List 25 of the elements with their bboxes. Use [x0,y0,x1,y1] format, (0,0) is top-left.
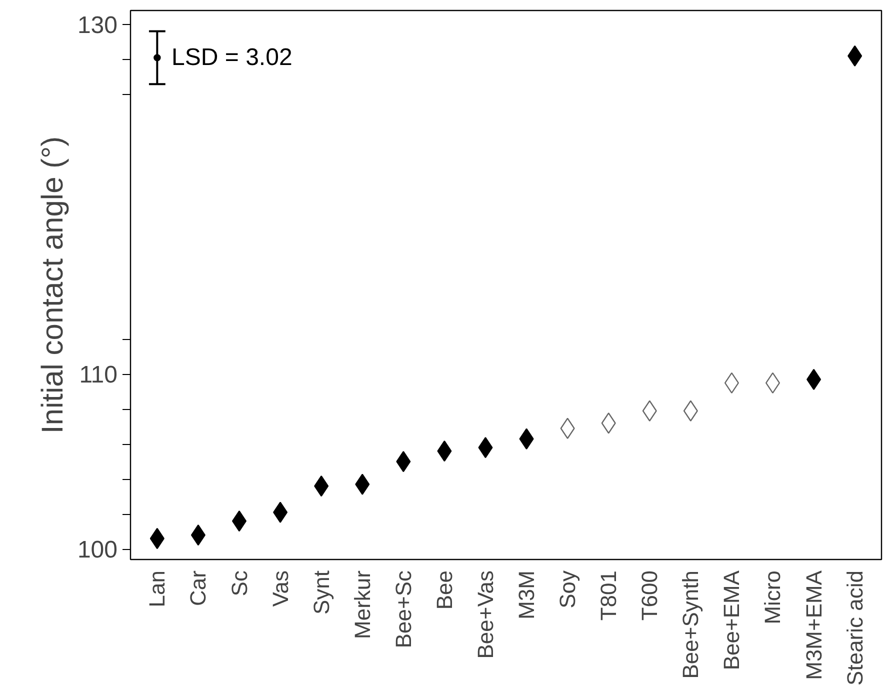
x-tick-label: T600 [637,570,662,621]
x-tick-label: Vas [268,570,293,607]
y-axis-title: Initial contact angle (°) [36,136,70,434]
y-tick-label: 100 [77,536,118,564]
x-tick-label: Bee+EMA [719,570,744,670]
x-tick-label: M3M+EMA [801,570,826,680]
x-tick-label: Synt [308,570,334,615]
x-tick-label: Soy [555,570,580,608]
x-tick-label: Stearic acid [842,570,868,686]
x-tick-label: Bee+Synth [678,570,704,679]
x-tick-label: Car [186,570,211,606]
point [232,510,247,532]
x-tick-label: Bee+Vas [472,570,498,659]
annotation: LSD = 3.02 [172,44,292,72]
x-tick-label: Merkur [350,570,375,639]
y-tick-label: 110 [79,362,118,389]
x-tick-label: Lan [144,570,170,608]
x-tick-label: Bee [432,570,457,610]
x-tick-label: Bee+Sc [390,570,416,648]
y-tick-label: 130 [77,12,118,39]
x-tick-label: Micro [760,570,786,624]
x-tick-label: Sc [226,570,252,596]
x-tick-label: M3M [514,570,540,620]
x-tick-label: T801 [596,570,622,621]
point [765,372,780,394]
